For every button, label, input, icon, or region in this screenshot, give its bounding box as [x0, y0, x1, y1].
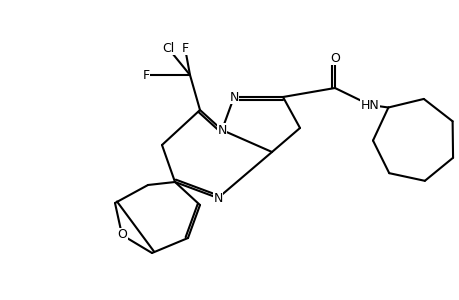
Text: Cl: Cl [162, 41, 174, 55]
Text: N: N [217, 124, 226, 136]
Text: N: N [213, 191, 222, 205]
Text: O: O [330, 52, 339, 64]
Text: O: O [117, 229, 127, 242]
Text: HN: HN [360, 98, 379, 112]
Text: F: F [181, 41, 188, 55]
Text: N: N [229, 91, 238, 103]
Text: F: F [142, 68, 149, 82]
